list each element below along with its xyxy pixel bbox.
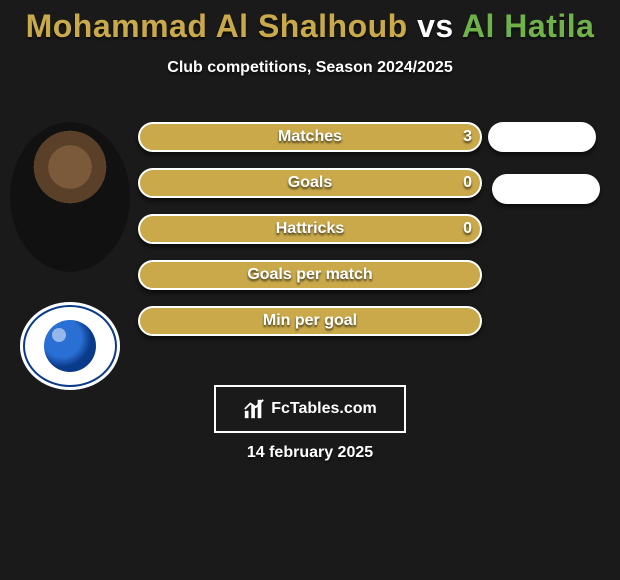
brand-box: FcTables.com: [214, 385, 406, 433]
club-logo-ball: [44, 320, 96, 372]
brand-text: FcTables.com: [271, 400, 377, 418]
title-player2: Al Hatila: [462, 8, 595, 44]
opponent-pill-goals: [492, 174, 600, 204]
subtitle: Club competitions, Season 2024/2025: [0, 59, 620, 77]
stat-row-goals: Goals 0: [138, 168, 482, 198]
stat-row-gpm: Goals per match: [138, 260, 482, 290]
title-vs: vs: [408, 8, 462, 44]
stat-row-mpg: Min per goal: [138, 306, 482, 336]
chart-bars-icon: [243, 398, 265, 420]
stat-bar: [138, 122, 482, 152]
stat-bar: [138, 214, 482, 244]
stat-bar: [138, 260, 482, 290]
club-logo: [20, 302, 120, 390]
player-avatar: [10, 122, 130, 272]
stat-bar: [138, 168, 482, 198]
opponent-pill-matches: [488, 122, 596, 152]
stat-row-hattricks: Hattricks 0: [138, 214, 482, 244]
page-title: Mohammad Al Shalhoub vs Al Hatila: [0, 0, 620, 45]
date-text: 14 february 2025: [0, 444, 620, 462]
title-player1: Mohammad Al Shalhoub: [26, 8, 408, 44]
stat-bar: [138, 306, 482, 336]
stats-bars: Matches 3 Goals 0 Hattricks 0 Goals per …: [138, 122, 482, 352]
stat-row-matches: Matches 3: [138, 122, 482, 152]
